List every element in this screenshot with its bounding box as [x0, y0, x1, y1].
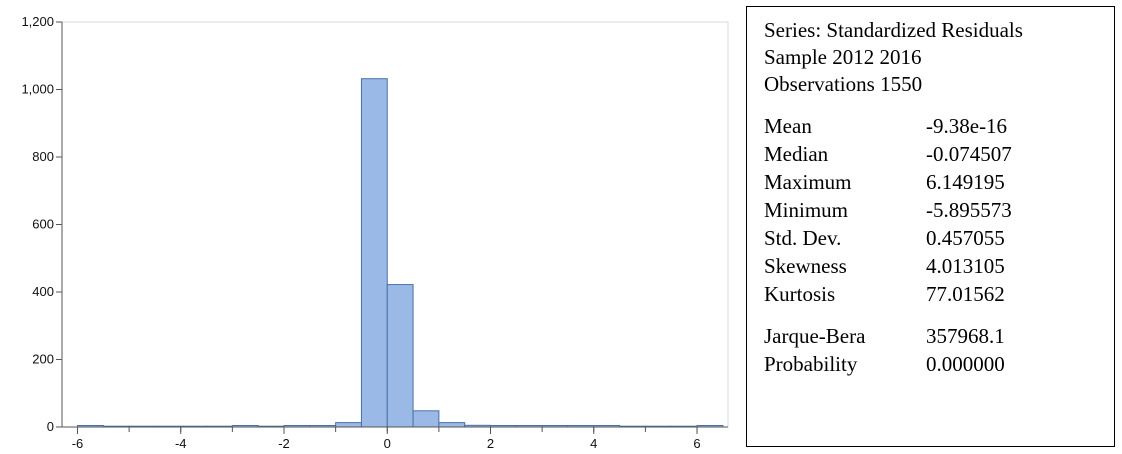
histogram-chart: 0 200 400 600 800 1,000 1,200 -6 -4 -2 0 2 4 6: [21, 14, 729, 451]
histogram-bar: [360, 78, 388, 428]
stat-row-minimum: Minimum -5.895573: [764, 196, 1114, 224]
observations-count: Observations 1550: [764, 72, 923, 96]
sample-range: Sample 2012 2016: [764, 45, 922, 69]
histogram-bar: [335, 422, 362, 428]
stat-label: Maximum: [764, 170, 852, 194]
x-tick-label: 4: [590, 436, 597, 451]
stat-row-maximum: Maximum 6.149195: [764, 168, 1114, 196]
stat-value: 357968.1: [926, 324, 1005, 348]
stat-value: 0.000000: [926, 352, 1005, 376]
y-tick-label: 800: [32, 149, 54, 164]
stat-value: 6.149195: [926, 170, 1005, 194]
y-tick-label: 0: [47, 419, 54, 434]
histogram-bar: [412, 410, 440, 428]
stat-row-mean: Mean -9.38e-16: [764, 112, 1114, 140]
y-tick-label: 200: [32, 352, 54, 367]
stat-label: Minimum: [764, 198, 849, 222]
x-tick-label: -4: [175, 436, 187, 451]
stat-value: -5.895573: [926, 198, 1012, 222]
stat-label: Kurtosis: [764, 282, 836, 306]
stat-label: Probability: [764, 352, 858, 376]
stat-value: 4.013105: [926, 254, 1005, 278]
x-tick-label: -2: [278, 436, 290, 451]
x-axis: -6 -4 -2 0 2 4 6: [62, 426, 728, 451]
stat-label: Jarque-Bera: [764, 324, 866, 348]
x-tick-label: 0: [384, 436, 391, 451]
stat-row-median: Median -0.074507: [764, 140, 1114, 168]
stat-label: Std. Dev.: [764, 226, 842, 250]
stat-label: Skewness: [764, 254, 847, 278]
histogram-bar: [386, 284, 414, 428]
stat-value: -9.38e-16: [926, 114, 1008, 138]
stat-value: 77.01562: [926, 282, 1005, 306]
stat-label: Median: [764, 142, 829, 166]
x-tick-label: -6: [72, 436, 84, 451]
statistics-panel: Series: Standardized Residuals Sample 20…: [746, 6, 1115, 447]
stat-value: -0.074507: [926, 142, 1012, 166]
x-tick-label: 2: [487, 436, 494, 451]
histogram-bars: [76, 78, 724, 428]
x-tick-label: 6: [693, 436, 700, 451]
stat-row-probability: Probability 0.000000: [764, 350, 1114, 378]
series-name: Series: Standardized Residuals: [764, 18, 1023, 42]
y-tick-label: 1,200: [21, 14, 54, 29]
y-tick-label: 1,000: [21, 82, 54, 97]
y-axis: 0 200 400 600 800 1,000 1,200: [21, 14, 63, 434]
stat-label: Mean: [764, 114, 812, 138]
stat-value: 0.457055: [926, 226, 1005, 250]
stat-row-skewness: Skewness 4.013105: [764, 252, 1114, 280]
stat-row-jarque-bera: Jarque-Bera 357968.1: [764, 322, 1114, 350]
stat-row-std-dev: Std. Dev. 0.457055: [764, 224, 1114, 252]
y-tick-label: 400: [32, 284, 54, 299]
y-tick-label: 600: [32, 217, 54, 232]
histogram-bar: [438, 422, 466, 428]
stat-row-kurtosis: Kurtosis 77.01562: [764, 280, 1114, 308]
